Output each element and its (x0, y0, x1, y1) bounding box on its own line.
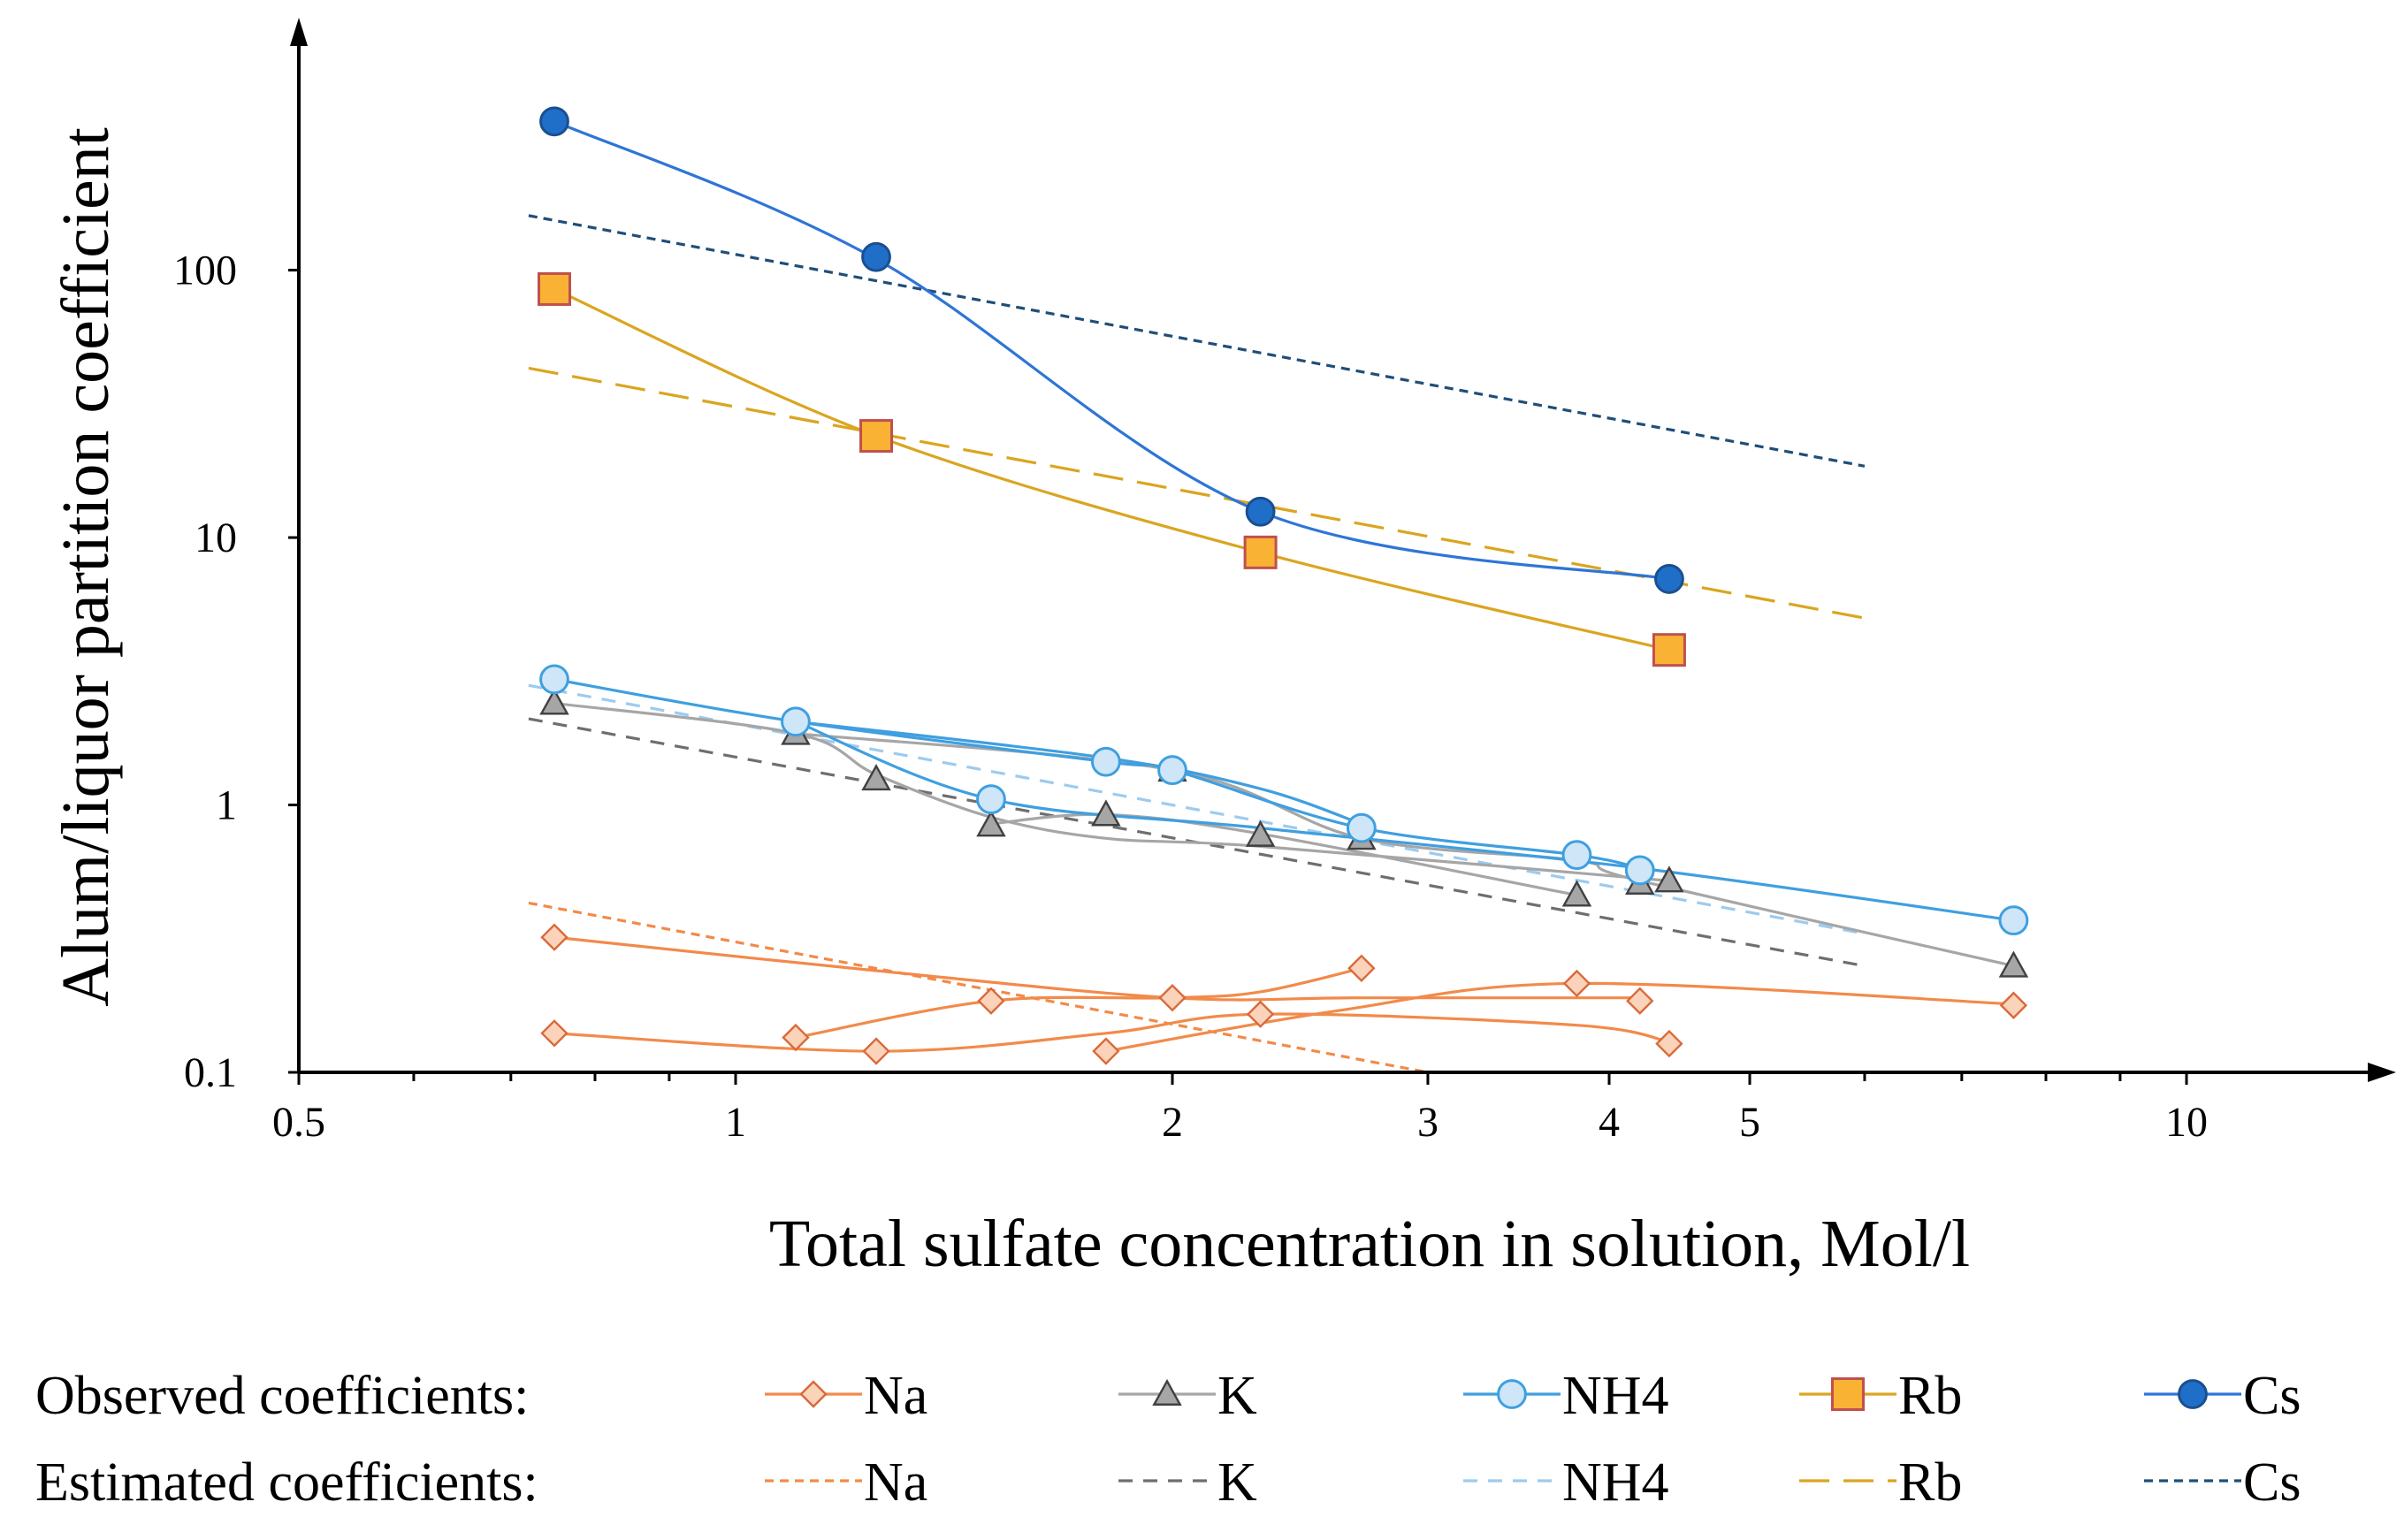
data-point-k-1 (539, 688, 569, 715)
data-point-k-12 (1998, 950, 2029, 978)
legend-estimated-label: Estimated coefficients: (35, 1452, 538, 1513)
data-point-nh4-2 (781, 706, 811, 737)
y-tick-label-1: 1 (216, 782, 237, 829)
x-tick-label-6: 10 (2165, 1099, 2208, 1146)
observed-curve-na-4 (1105, 981, 2014, 1053)
observed-curve-na-3 (795, 966, 1362, 1040)
x-tick-label-5: 5 (1739, 1099, 1760, 1146)
legend-observed-marker-nh4 (1497, 1379, 1527, 1409)
data-point-na-4 (862, 1037, 890, 1065)
data-point-na-1 (540, 923, 569, 951)
legend-observed-marker-cs (2178, 1379, 2208, 1409)
data-point-cs-3 (1245, 496, 1276, 527)
data-point-cs-4 (1654, 564, 1684, 594)
x-tick-label-1: 1 (725, 1099, 746, 1146)
data-point-rb-4 (1652, 633, 1686, 667)
data-point-na-3 (782, 1023, 810, 1052)
data-point-k-11 (1654, 865, 1684, 893)
y-axis-title: Alum/liquor partition coefficient (49, 127, 123, 1007)
observed-curve-k-3 (990, 812, 1577, 897)
data-point-k-5 (1091, 799, 1121, 827)
x-axis-arrow (2368, 1063, 2396, 1082)
data-point-k-3 (861, 764, 891, 791)
observed-curve-nh4-3 (795, 720, 1362, 826)
data-point-na-9 (1347, 954, 1376, 982)
data-point-nh4-1 (539, 664, 569, 695)
data-point-rb-1 (537, 271, 571, 306)
x-tick-label-2: 2 (1162, 1099, 1183, 1146)
observed-curve-nh4-2 (795, 720, 2014, 922)
legend-observed-text-rb: Rb (1898, 1366, 1962, 1426)
legend-observed-marker-k (1152, 1378, 1182, 1406)
data-point-k-9 (1561, 880, 1592, 907)
y-axis-arrow (290, 18, 308, 46)
data-point-k-7 (1245, 820, 1276, 847)
data-point-na-11 (1626, 987, 1654, 1015)
observed-curve-cs-1 (553, 119, 1670, 581)
legend-observed-marker-rb (1831, 1377, 1865, 1411)
data-point-cs-2 (861, 241, 891, 272)
legend-estimated-text-na: Na (864, 1452, 927, 1513)
data-point-rb-3 (1243, 535, 1278, 569)
data-point-nh4-4 (1091, 746, 1121, 777)
y-tick-label-2: 10 (195, 515, 237, 561)
data-point-nh4-9 (1998, 905, 2029, 936)
legend-observed-text-k: K (1217, 1366, 1257, 1426)
data-point-nh4-8 (1624, 855, 1655, 886)
observed-curve-na-1 (553, 935, 1640, 1002)
legend-estimated-text-rb: Rb (1898, 1452, 1962, 1513)
estimated-line-na (528, 901, 1429, 1074)
legend-observed-text-cs: Cs (2243, 1366, 2301, 1426)
legend: Observed coefficients: Estimated coeffici… (35, 1366, 2301, 1513)
data-point-k-4 (976, 810, 1006, 837)
legend-observed-marker-na (799, 1380, 828, 1408)
markers-layer (537, 106, 2029, 1065)
x-tick-label-0: 0.5 (272, 1099, 325, 1146)
y-tick-label-0: 0.1 (184, 1049, 237, 1096)
legend-observed-text-na: Na (864, 1366, 927, 1426)
data-point-na-6 (1092, 1037, 1120, 1065)
axes-layer: 0.5 1 2 3 4 5 10 0.1 1 10 100 Total sulfate concent… (49, 18, 2396, 1281)
data-point-nh4-7 (1561, 840, 1592, 871)
data-point-cs-1 (539, 106, 569, 137)
data-point-nh4-5 (1157, 755, 1187, 786)
x-tick-label-3: 3 (1417, 1099, 1439, 1146)
y-tick-label-3: 100 (173, 248, 237, 294)
x-tick-label-4: 4 (1599, 1099, 1620, 1146)
estimated-line-cs (528, 214, 1866, 468)
legend-estimated-text-cs: Cs (2243, 1452, 2301, 1513)
data-point-na-2 (540, 1019, 569, 1048)
legend-observed-text-nh4: NH4 (1562, 1366, 1669, 1426)
data-point-na-5 (977, 987, 1005, 1015)
x-axis-title: Total sulfate concentration in solution,… (769, 1207, 1970, 1281)
data-point-na-12 (1655, 1029, 1683, 1058)
legend-estimated-text-k: K (1217, 1452, 1257, 1513)
data-point-na-8 (1246, 1000, 1275, 1028)
data-point-rb-2 (859, 419, 894, 454)
observed-curve-na-2 (553, 1012, 1670, 1053)
data-point-na-10 (1562, 969, 1591, 998)
legend-estimated-text-nh4: NH4 (1562, 1452, 1669, 1513)
data-point-na-13 (1999, 991, 2028, 1019)
data-point-nh4-6 (1346, 812, 1377, 843)
observed-curve-rb-1 (553, 287, 1670, 652)
series-layer (528, 119, 2014, 1074)
data-point-na-7 (1158, 983, 1187, 1012)
legend-observed-label: Observed coefficients: (35, 1366, 529, 1426)
data-point-nh4-3 (976, 784, 1006, 815)
